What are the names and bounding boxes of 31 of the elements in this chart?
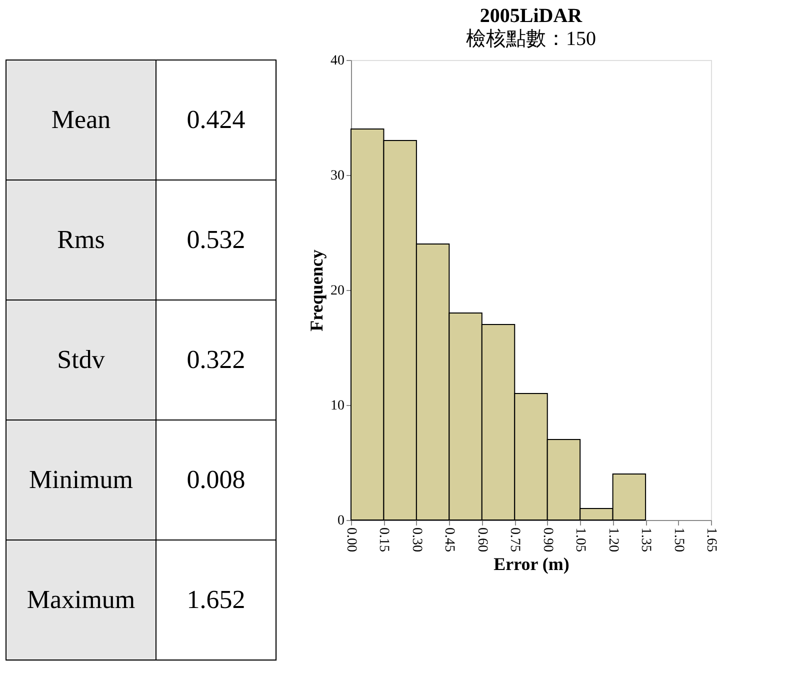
chart-title: 2005LiDAR — [480, 5, 583, 27]
y-tick-label: 10 — [330, 398, 344, 414]
data-label: 0.008 — [186, 465, 246, 494]
data-label: 1.652 — [186, 585, 246, 614]
x-tick-label: 0.60 — [474, 528, 490, 552]
x-tick-label: 0.15 — [376, 528, 392, 552]
x-axis-title: Error (m) — [494, 554, 570, 574]
data-label: 0.322 — [186, 345, 246, 374]
category-label: Minimum — [28, 465, 134, 494]
category-label: Rms — [57, 225, 105, 254]
category-label: Mean — [51, 105, 111, 134]
x-tick-label: 0.00 — [344, 528, 358, 552]
x-tick-label: 0.30 — [408, 528, 424, 552]
y-tick-label: 30 — [330, 168, 344, 184]
x-tick-label: 1.35 — [638, 528, 654, 552]
x-tick-label: 1.65 — [704, 528, 718, 552]
x-tick-label: 1.20 — [605, 528, 620, 552]
y-tick-label: 0 — [338, 514, 344, 528]
y-tick-label: 40 — [330, 54, 344, 68]
data-label: 0.424 — [186, 105, 246, 134]
chart-subtitle: 檢核點數：150 — [466, 28, 596, 50]
category-label: Stdv — [57, 345, 105, 374]
x-tick-label: 1.05 — [572, 528, 588, 552]
y-tick-label: 20 — [330, 284, 344, 298]
data-label: 0.532 — [186, 225, 246, 254]
y-axis-title: Frequency — [306, 250, 326, 332]
x-tick-label: 1.50 — [670, 528, 686, 552]
x-tick-label: 0.90 — [540, 528, 555, 552]
category-label: Maximum — [26, 585, 136, 614]
x-tick-label: 0.45 — [442, 528, 457, 552]
x-tick-label: 0.75 — [507, 528, 522, 552]
